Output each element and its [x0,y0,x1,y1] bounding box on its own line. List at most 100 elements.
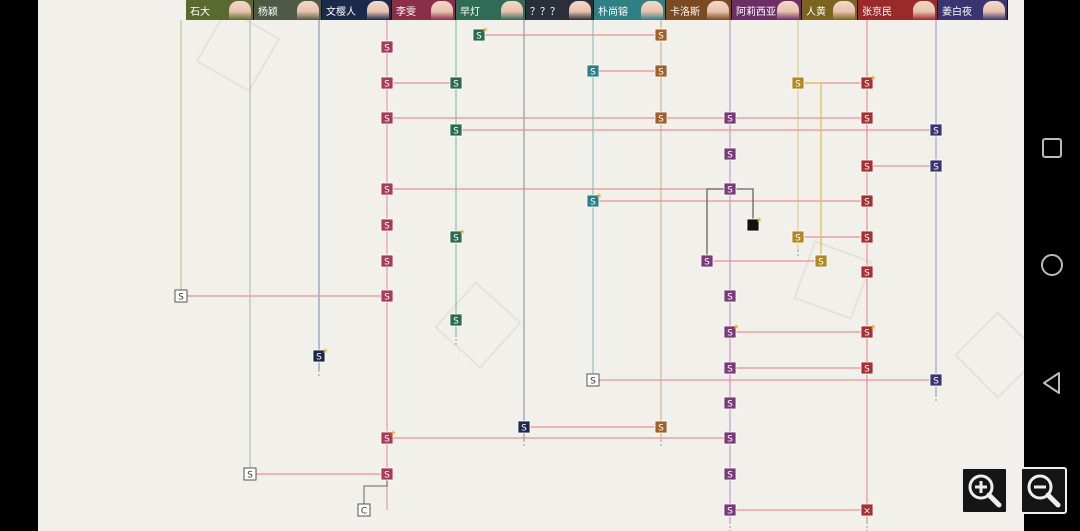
zoom-out-button[interactable] [1020,467,1067,514]
scene-node[interactable]: S [449,76,463,90]
character-tab[interactable]: 朴尚镕 [594,0,666,20]
scene-node[interactable]: S [723,147,737,161]
scene-node[interactable]: S [723,467,737,481]
svg-text:S: S [933,377,939,387]
character-tab[interactable]: ？？？ [526,0,594,20]
ending-node[interactable]: × [860,503,874,517]
star-icon: ★ [390,429,396,437]
scene-node[interactable]: S★ [312,347,328,363]
choice-node[interactable]: C [357,503,371,517]
scene-node[interactable]: S [860,230,874,244]
scene-node[interactable]: S [380,76,394,90]
scene-node[interactable]: S [380,254,394,268]
svg-text:S: S [384,293,390,303]
character-portrait [569,1,591,20]
scene-node[interactable]: S [654,111,668,125]
scene-node[interactable]: S [449,313,463,327]
character-tab[interactable]: 阿莉西亚 [732,0,802,20]
svg-text:S: S [590,198,596,208]
character-tab[interactable]: 文樱人 [322,0,392,20]
character-tab[interactable]: 早灯 [456,0,526,20]
character-tab[interactable]: 石大 [186,0,254,20]
scene-node[interactable]: S [586,64,600,78]
svg-text:S: S [864,80,870,90]
character-tab[interactable]: 李雯 [392,0,456,20]
scene-node[interactable]: S [929,123,943,137]
scene-node[interactable]: S [654,420,668,434]
star-icon: ★ [870,323,876,331]
scene-node[interactable]: S [723,503,737,517]
scene-node[interactable]: S [723,431,737,445]
scene-node[interactable]: S [860,361,874,375]
scene-node[interactable]: S [723,361,737,375]
scene-node[interactable]: S [929,373,943,387]
scene-node[interactable]: S [860,159,874,173]
scene-node[interactable]: S★ [449,228,465,244]
scene-node[interactable]: S★ [860,74,876,90]
back-triangle-icon[interactable] [1040,371,1064,395]
scene-node[interactable]: S [791,230,805,244]
character-tab[interactable]: 姜白夜 [938,0,1008,20]
scene-node[interactable]: S [380,218,394,232]
scene-node[interactable]: S [449,123,463,137]
svg-text:S: S [727,365,733,375]
svg-text:S: S [727,115,733,125]
scene-node[interactable]: S [380,467,394,481]
character-name: 早灯 [460,6,480,18]
svg-text:S: S [247,471,253,481]
character-name: 朴尚镕 [598,6,628,18]
square-icon[interactable] [1040,136,1064,160]
character-tab[interactable]: 人黄 [802,0,858,20]
svg-text:S: S [727,400,733,410]
svg-text:S: S [704,258,710,268]
character-tab[interactable]: 张京民 [858,0,938,20]
scene-node[interactable]: S★ [380,429,396,445]
scene-node[interactable]: S [654,64,668,78]
scene-node[interactable]: S [723,111,737,125]
zoom-in-button[interactable] [961,467,1008,514]
scene-node[interactable]: S [700,254,714,268]
scene-node[interactable]: S [174,289,188,303]
scene-node[interactable]: S [723,289,737,303]
svg-text:S: S [178,293,184,303]
flow-chart[interactable]: SS★SS SS SS S★S S S SS SSS SS SS★S★SS★S SS S SSS S SSS… [38,0,1024,531]
character-tab[interactable]: 卡洛斯 [666,0,732,20]
svg-text:S: S [476,32,482,42]
scene-node[interactable]: S [654,28,668,42]
scene-node[interactable]: S [814,254,828,268]
scene-node[interactable]: S [860,194,874,208]
scene-node[interactable]: S [723,396,737,410]
scene-node[interactable]: S [586,373,600,387]
scene-node[interactable]: S [860,265,874,279]
scene-node[interactable]: S★ [723,323,739,339]
character-name: 卡洛斯 [670,6,700,18]
star-icon: ★ [870,74,876,82]
star-icon: ★ [482,26,488,34]
circle-icon[interactable] [1040,253,1064,277]
scene-node[interactable]: S★ [586,192,602,208]
scene-node[interactable]: S [517,420,531,434]
scene-node[interactable]: S [791,76,805,90]
scene-node[interactable]: S★ [860,323,876,339]
svg-text:S: S [727,293,733,303]
scene-node[interactable]: S [929,159,943,173]
story-flow-canvas[interactable]: S S ★ S S S S S S S ★ S S S S S S S S S S S S ★ S ★ S S ★ S S S S S S S S S S S… [38,0,1024,531]
character-tab[interactable]: 杨颖 [254,0,322,20]
scene-node[interactable]: S [380,111,394,125]
scene-node[interactable]: S★ [472,26,488,42]
scene-node[interactable]: S [380,289,394,303]
character-portrait [707,1,729,20]
scene-node[interactable]: S [380,182,394,196]
svg-text:S: S [384,115,390,125]
svg-text:S: S [384,222,390,232]
scene-node[interactable]: ★ [746,216,762,232]
scene-node[interactable]: S [243,467,257,481]
scene-node[interactable]: S [860,111,874,125]
character-name: 阿莉西亚 [736,6,776,18]
svg-text:S: S [727,435,733,445]
svg-text:S: S [590,68,596,78]
scene-node[interactable]: S [380,40,394,54]
svg-text:S: S [864,234,870,244]
svg-text:S: S [658,32,664,42]
scene-node[interactable]: S [723,182,737,196]
